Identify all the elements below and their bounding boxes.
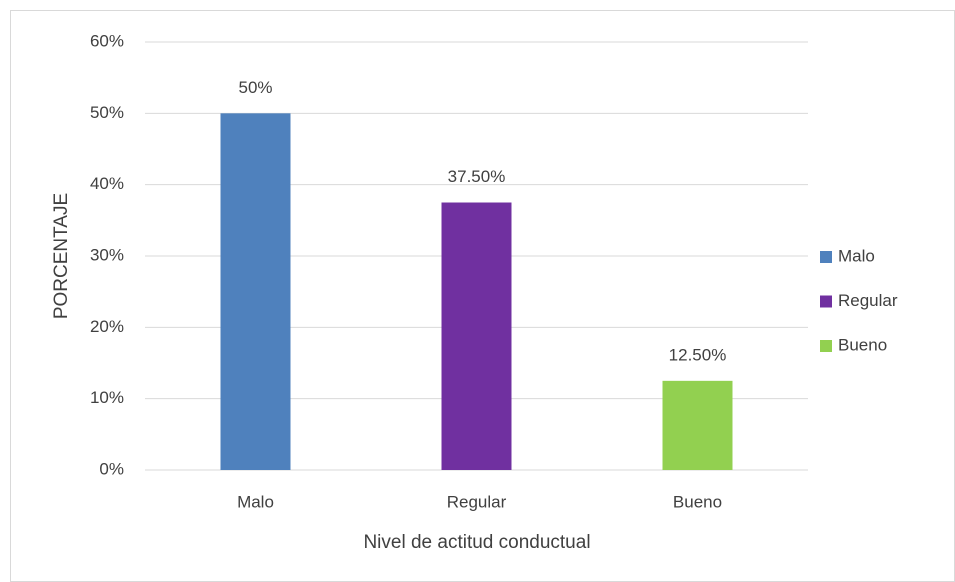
data-label: 12.50% xyxy=(669,345,727,364)
y-tick-label: 30% xyxy=(90,245,124,264)
legend-label: Bueno xyxy=(838,335,887,354)
legend-swatch xyxy=(820,295,832,308)
x-tick-label: Regular xyxy=(447,492,507,511)
legend-swatch xyxy=(820,251,832,263)
y-tick-label: 60% xyxy=(90,31,124,50)
x-tick-label: Bueno xyxy=(673,492,722,511)
bar xyxy=(662,380,733,470)
y-axis-title: PORCENTAJE xyxy=(51,193,72,319)
x-axis-title: Nivel de actitud conductual xyxy=(363,532,590,553)
y-tick-label: 50% xyxy=(90,103,124,122)
y-tick-label: 40% xyxy=(90,174,124,193)
y-tick-label: 20% xyxy=(90,317,124,336)
legend-label: Malo xyxy=(838,246,875,265)
y-tick-label: 0% xyxy=(99,459,124,478)
x-tick-label: Malo xyxy=(237,492,274,511)
bar xyxy=(441,202,512,470)
bar xyxy=(220,113,291,470)
data-label: 37.50% xyxy=(448,167,506,186)
y-tick-label: 10% xyxy=(90,388,124,407)
data-label: 50% xyxy=(238,78,272,97)
legend-swatch xyxy=(820,340,832,352)
legend-label: Regular xyxy=(838,291,898,310)
